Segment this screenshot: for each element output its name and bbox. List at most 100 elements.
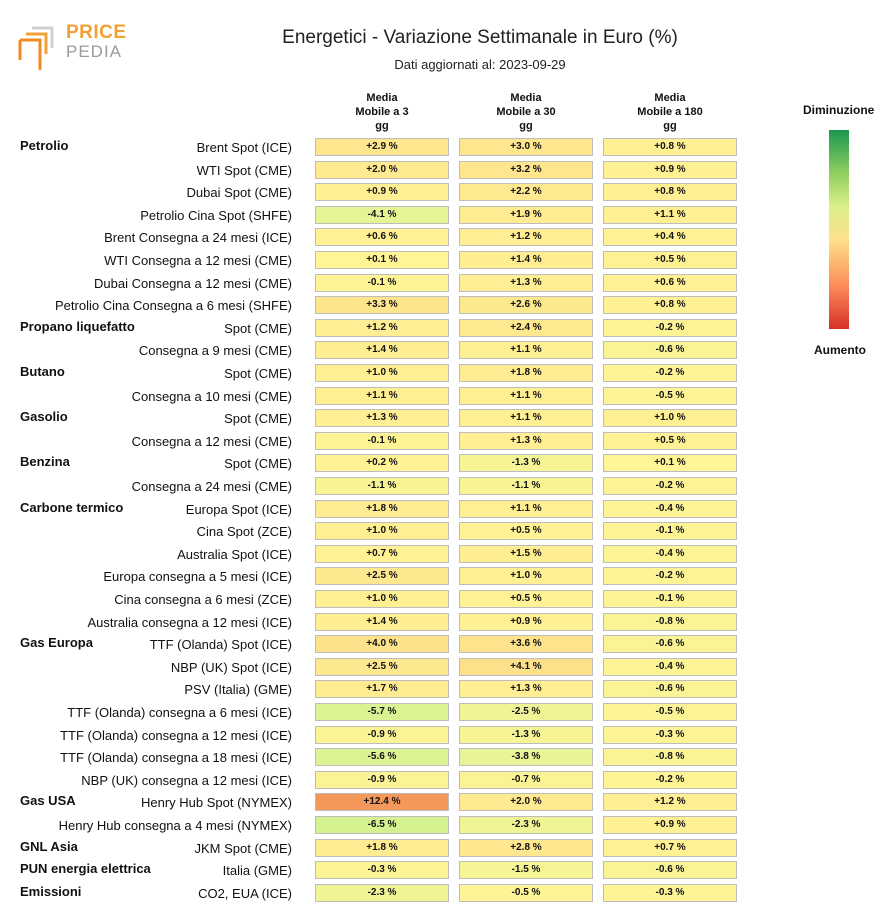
heatmap-cell: +0.1 % <box>315 251 449 269</box>
heatmap-cell: -0.6 % <box>603 861 737 880</box>
heatmap-cell: +0.9 % <box>315 183 449 202</box>
heatmap-cell: -4.1 % <box>315 205 449 224</box>
heatmap-cell: +2.5 % <box>315 657 449 676</box>
row-label: TTF (Olanda) consegna a 12 mesi (ICE) <box>60 727 292 743</box>
heatmap-cell: +12.4 % <box>315 793 449 812</box>
legend-label-increase: Aumento <box>814 343 866 357</box>
heatmap-cell: -2.3 % <box>459 816 593 834</box>
row-label: PSV (Italia) (GME) <box>184 682 292 698</box>
group-label: Propano liquefatto <box>20 318 135 334</box>
heatmap-cell: +0.1 % <box>603 454 737 473</box>
chart-subtitle: Dati aggiornati al: 2023-09-29 <box>394 57 566 72</box>
group-label: Petrolio <box>20 138 69 153</box>
heatmap-cell: +0.8 % <box>603 296 737 315</box>
heatmap-cell: -0.1 % <box>603 522 737 541</box>
heatmap-cell: -0.2 % <box>603 318 737 337</box>
legend-label-decrease: Diminuzione <box>803 103 875 117</box>
heatmap-cell: -1.5 % <box>459 861 593 880</box>
row-label: Spot (CME) <box>224 320 292 336</box>
heatmap-cell: +1.3 % <box>459 273 593 292</box>
row-label: Cina consegna a 6 mesi (ZCE) <box>114 592 292 607</box>
column-header: Media Mobile a 3 gg <box>355 92 409 132</box>
heatmap-cell: +0.8 % <box>603 183 737 202</box>
heatmap-cell: +0.9 % <box>603 816 737 834</box>
heatmap-cell: -0.4 % <box>603 657 737 676</box>
logo-mark-icon <box>18 26 54 70</box>
heatmap-cell: +0.8 % <box>603 138 737 156</box>
heatmap-cell: +0.9 % <box>603 160 737 179</box>
heatmap-cell: -5.6 % <box>315 748 449 767</box>
heatmap-cell: -0.2 % <box>603 770 737 789</box>
pricepedia-logo: PRICE PEDIA <box>18 22 128 74</box>
heatmap-cell: +3.2 % <box>459 160 593 179</box>
heatmap-cell: -6.5 % <box>315 816 449 834</box>
row-label: Dubai Spot (CME) <box>186 185 292 201</box>
heatmap-cell: +3.0 % <box>459 138 593 156</box>
group-label: Gasolio <box>20 409 68 425</box>
heatmap-cell: +1.1 % <box>603 205 737 224</box>
heatmap-cell: +1.3 % <box>459 431 593 450</box>
heatmap-cell: +1.7 % <box>315 680 449 699</box>
heatmap-cell: -2.5 % <box>459 703 593 721</box>
heatmap-cell: +0.5 % <box>603 431 737 450</box>
row-label: NBP (UK) consegna a 12 mesi (ICE) <box>81 772 292 788</box>
heatmap-cell: -3.8 % <box>459 748 593 767</box>
logo-text-pedia: PEDIA <box>66 42 123 61</box>
heatmap-cell: -1.1 % <box>459 477 593 495</box>
heatmap-cell: -0.5 % <box>459 883 593 902</box>
row-label: TTF (Olanda) Spot (ICE) <box>149 637 292 653</box>
heatmap-cell: +0.7 % <box>603 838 737 857</box>
chart-title: Energetici - Variazione Settimanale in E… <box>282 27 678 48</box>
heatmap-cell: -0.6 % <box>603 635 737 654</box>
row-label: Brent Spot (ICE) <box>196 140 292 155</box>
heatmap-cell: +1.2 % <box>603 793 737 812</box>
heatmap-cell: +1.4 % <box>459 251 593 269</box>
heatmap-cell: -0.6 % <box>603 680 737 699</box>
heatmap-cell: +0.5 % <box>603 251 737 269</box>
heatmap-cell: +2.2 % <box>459 183 593 202</box>
group-label: Butano <box>20 364 65 379</box>
heatmap-cell: +1.1 % <box>459 386 593 405</box>
heatmap-cell: -0.9 % <box>315 725 449 744</box>
heatmap-cell: +1.1 % <box>459 499 593 518</box>
heatmap-cell: -0.1 % <box>603 590 737 608</box>
heatmap-cell: +0.2 % <box>315 454 449 473</box>
heatmap-cell: +2.5 % <box>315 567 449 586</box>
heatmap-cell: -1.3 % <box>459 725 593 744</box>
heatmap-cell: -0.4 % <box>603 544 737 563</box>
heatmap-cell: -0.8 % <box>603 612 737 631</box>
heatmap-cell: -0.1 % <box>315 273 449 292</box>
row-label: Petrolio Cina Spot (SHFE) <box>140 207 292 223</box>
row-label: Australia consegna a 12 mesi (ICE) <box>87 614 292 630</box>
heatmap-cell: +0.5 % <box>459 522 593 541</box>
heatmap-cell: +0.9 % <box>459 612 593 631</box>
row-label: Europa Spot (ICE) <box>185 501 292 517</box>
group-label: Emissioni <box>20 883 82 899</box>
row-label: Brent Consegna a 24 mesi (ICE) <box>104 230 292 246</box>
heatmap-cell: +0.5 % <box>459 590 593 608</box>
heatmap-cell: -1.3 % <box>459 454 593 473</box>
heatmap-cell: -0.4 % <box>603 499 737 518</box>
heatmap-cell: -0.3 % <box>603 883 737 902</box>
heatmap-cell: -0.3 % <box>315 861 449 880</box>
row-label: Cina Spot (ZCE) <box>196 524 292 540</box>
legend-colorbar <box>829 130 849 329</box>
group-label: Gas Europa <box>20 635 93 651</box>
column-header: Media Mobile a 180 gg <box>637 92 703 132</box>
heatmap-cell: +1.0 % <box>315 364 449 382</box>
row-label: Consegna a 24 mesi (CME) <box>131 479 292 494</box>
row-label: JKM Spot (CME) <box>194 840 292 856</box>
heatmap-cell: +0.6 % <box>603 273 737 292</box>
row-label: Spot (CME) <box>224 456 292 472</box>
heatmap-cell: -0.5 % <box>603 703 737 721</box>
heatmap-cell: +1.2 % <box>459 228 593 247</box>
heatmap-cell: +1.4 % <box>315 612 449 631</box>
heatmap-cell: +1.0 % <box>315 522 449 541</box>
group-label: Benzina <box>20 454 70 470</box>
heatmap-cell: -0.3 % <box>603 725 737 744</box>
row-label: Petrolio Cina Consegna a 6 mesi (SHFE) <box>55 298 292 314</box>
group-label: Carbone termico <box>20 499 124 515</box>
heatmap-cell: +2.6 % <box>459 296 593 315</box>
heatmap-cell: +0.6 % <box>315 228 449 247</box>
row-label: Europa consegna a 5 mesi (ICE) <box>103 569 292 585</box>
